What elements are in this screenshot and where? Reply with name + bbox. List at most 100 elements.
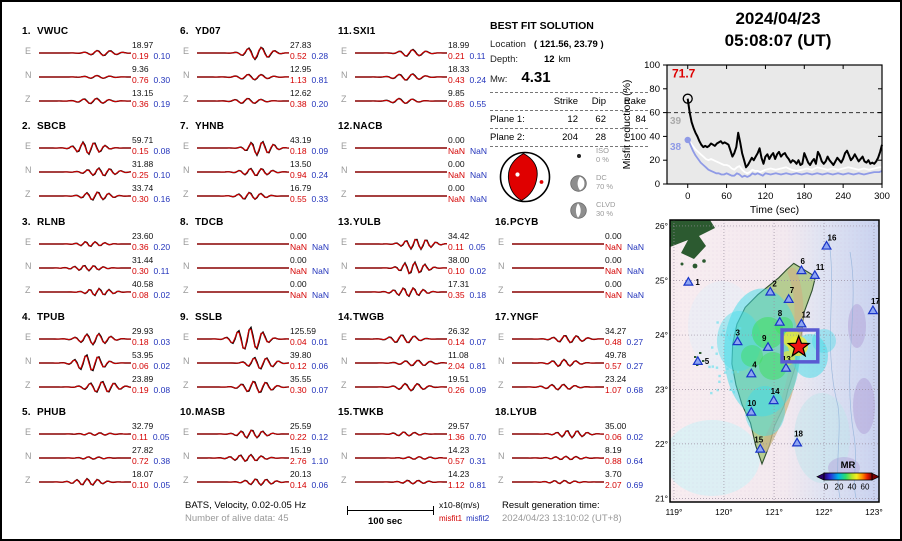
misfit-reduction-plot: 0 60 120 180 240 300 0 20 40 60 80 100 71.7 39 38 Misfi… <box>615 57 900 220</box>
waveform-plot <box>197 380 289 394</box>
misfit-values: 0.88 0.64 <box>605 456 643 467</box>
misfit1-value: 0.06 <box>605 432 622 442</box>
station-map-label-17: 17 <box>871 297 880 306</box>
station-block: 8. TDCB E 0.00 NaN NaN N 0.00 NaN NaN Z 0.00 NaN NaN <box>180 217 337 310</box>
component-row-n: N 12.95 1.13 0.81 <box>180 64 337 88</box>
waveform-plot <box>355 171 447 173</box>
misfit-values: 0.06 0.02 <box>605 432 643 443</box>
amplitude-value: 18.33 <box>448 64 470 74</box>
component-row-z: Z 0.00 NaN NaN <box>338 183 495 207</box>
waveform-plot <box>197 46 289 61</box>
component-values: 59.71 0.15 0.08 <box>132 135 170 157</box>
station-triangle-14 <box>768 394 780 405</box>
misfit1-value: 0.36 <box>132 99 149 109</box>
misfit-values: 0.25 0.10 <box>132 170 170 181</box>
station-triangle-7 <box>783 293 795 303</box>
component-label: E <box>498 427 505 437</box>
component-row-z: Z 9.85 0.85 0.55 <box>338 88 495 112</box>
waveform-plot <box>197 97 289 105</box>
station-title: 18.LYUB <box>495 407 652 418</box>
component-label: Z <box>25 189 31 199</box>
misfit-values: 0.26 0.09 <box>448 385 486 396</box>
colorbar-title: MR <box>841 460 856 471</box>
component-values: 0.00 NaN NaN <box>290 255 329 277</box>
event-date: 2024/04/23 <box>735 9 821 28</box>
amplitude-value: 40.58 <box>132 279 154 289</box>
misfit-values: NaN NaN <box>290 242 329 253</box>
misfit2-value: 0.05 <box>152 432 170 442</box>
misfit-values: 0.22 0.12 <box>290 432 328 443</box>
waveform-plot <box>512 358 604 368</box>
scalebar-label: 100 sec <box>368 516 403 527</box>
component-label: E <box>341 332 348 342</box>
misfit2-value: 0.07 <box>469 337 487 347</box>
component-row-n: N 0.00 NaN NaN <box>495 255 652 279</box>
header-strike: Strike <box>553 96 578 107</box>
waveform-plot <box>355 431 447 437</box>
synthetic-trace <box>39 355 131 371</box>
waveform-plot <box>355 455 447 460</box>
waveform-plot <box>355 238 447 251</box>
amplitude-value: 35.55 <box>290 374 312 384</box>
misfit-values: 0.15 0.08 <box>132 146 170 157</box>
misfit1-value: 0.10 <box>448 266 465 276</box>
misfit2-value: NaN <box>470 170 488 180</box>
station-code: TWKB <box>353 407 384 418</box>
misfit2-value: 0.08 <box>153 385 171 395</box>
misfit1-value: 0.12 <box>290 361 307 371</box>
colorbar-tick-label: 20 <box>835 483 844 492</box>
amplitude-value: 31.44 <box>132 255 154 265</box>
misfit2-value: 0.03 <box>153 337 171 347</box>
station-triangle-12 <box>796 318 807 328</box>
component-row-z: Z 18.07 0.10 0.05 <box>22 469 179 493</box>
component-label: Z <box>341 380 347 390</box>
misfit1-value: 0.57 <box>605 361 622 371</box>
plot-background <box>667 65 882 184</box>
component-values: 9.36 0.76 0.30 <box>132 64 170 86</box>
amplitude-value: 27.83 <box>290 40 312 50</box>
misfit1-value: 0.19 <box>132 51 149 61</box>
misfit1-value: NaN <box>605 290 623 300</box>
amplitude-value: 43.19 <box>290 135 312 145</box>
misfit-reduction-white <box>686 137 882 175</box>
misfit1-value: NaN <box>448 170 466 180</box>
component-row-e: E 29.57 1.36 0.70 <box>338 421 495 445</box>
station-block: 18.LYUB E 35.00 0.06 0.02 N 8.19 0.88 0.64 Z 3.70 2… <box>495 407 652 500</box>
component-values: 29.57 1.36 0.70 <box>448 421 486 443</box>
lon-tick-label: 122° <box>815 507 833 517</box>
misfit2-value: 0.55 <box>469 99 487 109</box>
synthetic-trace <box>39 333 131 345</box>
station-triangle-17 <box>867 304 879 315</box>
misfit-plot-svg: 0 60 120 180 240 300 0 20 40 60 80 100 71.7 39 38 Misfi… <box>621 60 890 216</box>
component-label: E <box>498 332 505 342</box>
station-triangle-3 <box>732 335 743 346</box>
component-label: E <box>341 427 348 437</box>
misfit2-value: 0.11 <box>469 51 486 61</box>
lon-tick-label: 120° <box>715 507 733 517</box>
misfit-values: 2.07 0.69 <box>605 480 643 491</box>
station-block: 13.YULB E 34.42 0.11 0.05 N 38.00 0.10 0.02 Z 17.3… <box>338 217 495 310</box>
misfit1-value: NaN <box>290 242 308 252</box>
component-row-n: N 8.19 0.88 0.64 <box>495 445 652 469</box>
synthetic-trace <box>39 167 131 176</box>
waveform-plot <box>39 456 131 460</box>
component-row-n: N 13.50 0.94 0.24 <box>180 159 337 183</box>
component-label: N <box>498 356 505 366</box>
waveform-plot <box>197 167 289 177</box>
dc-label: DC <box>596 173 607 182</box>
station-title: 1. VWUC <box>22 26 179 37</box>
synthetic-trace <box>197 168 289 176</box>
component-values: 0.00 NaN NaN <box>448 183 487 205</box>
time-scale-bar <box>347 506 434 515</box>
synthetic-trace <box>197 46 289 60</box>
synthetic-trace <box>355 49 447 57</box>
component-values: 0.00 NaN NaN <box>448 135 487 157</box>
misfit-values: 1.36 0.70 <box>448 432 486 443</box>
component-row-e: E 34.42 0.11 0.05 <box>338 231 495 255</box>
station-code: RLNB <box>37 217 66 228</box>
synthetic-trace <box>355 431 447 437</box>
misfit1-value: 1.36 <box>448 432 465 442</box>
station-title: 14.TWGB <box>338 312 495 323</box>
misfit2-value: 0.10 <box>153 170 171 180</box>
